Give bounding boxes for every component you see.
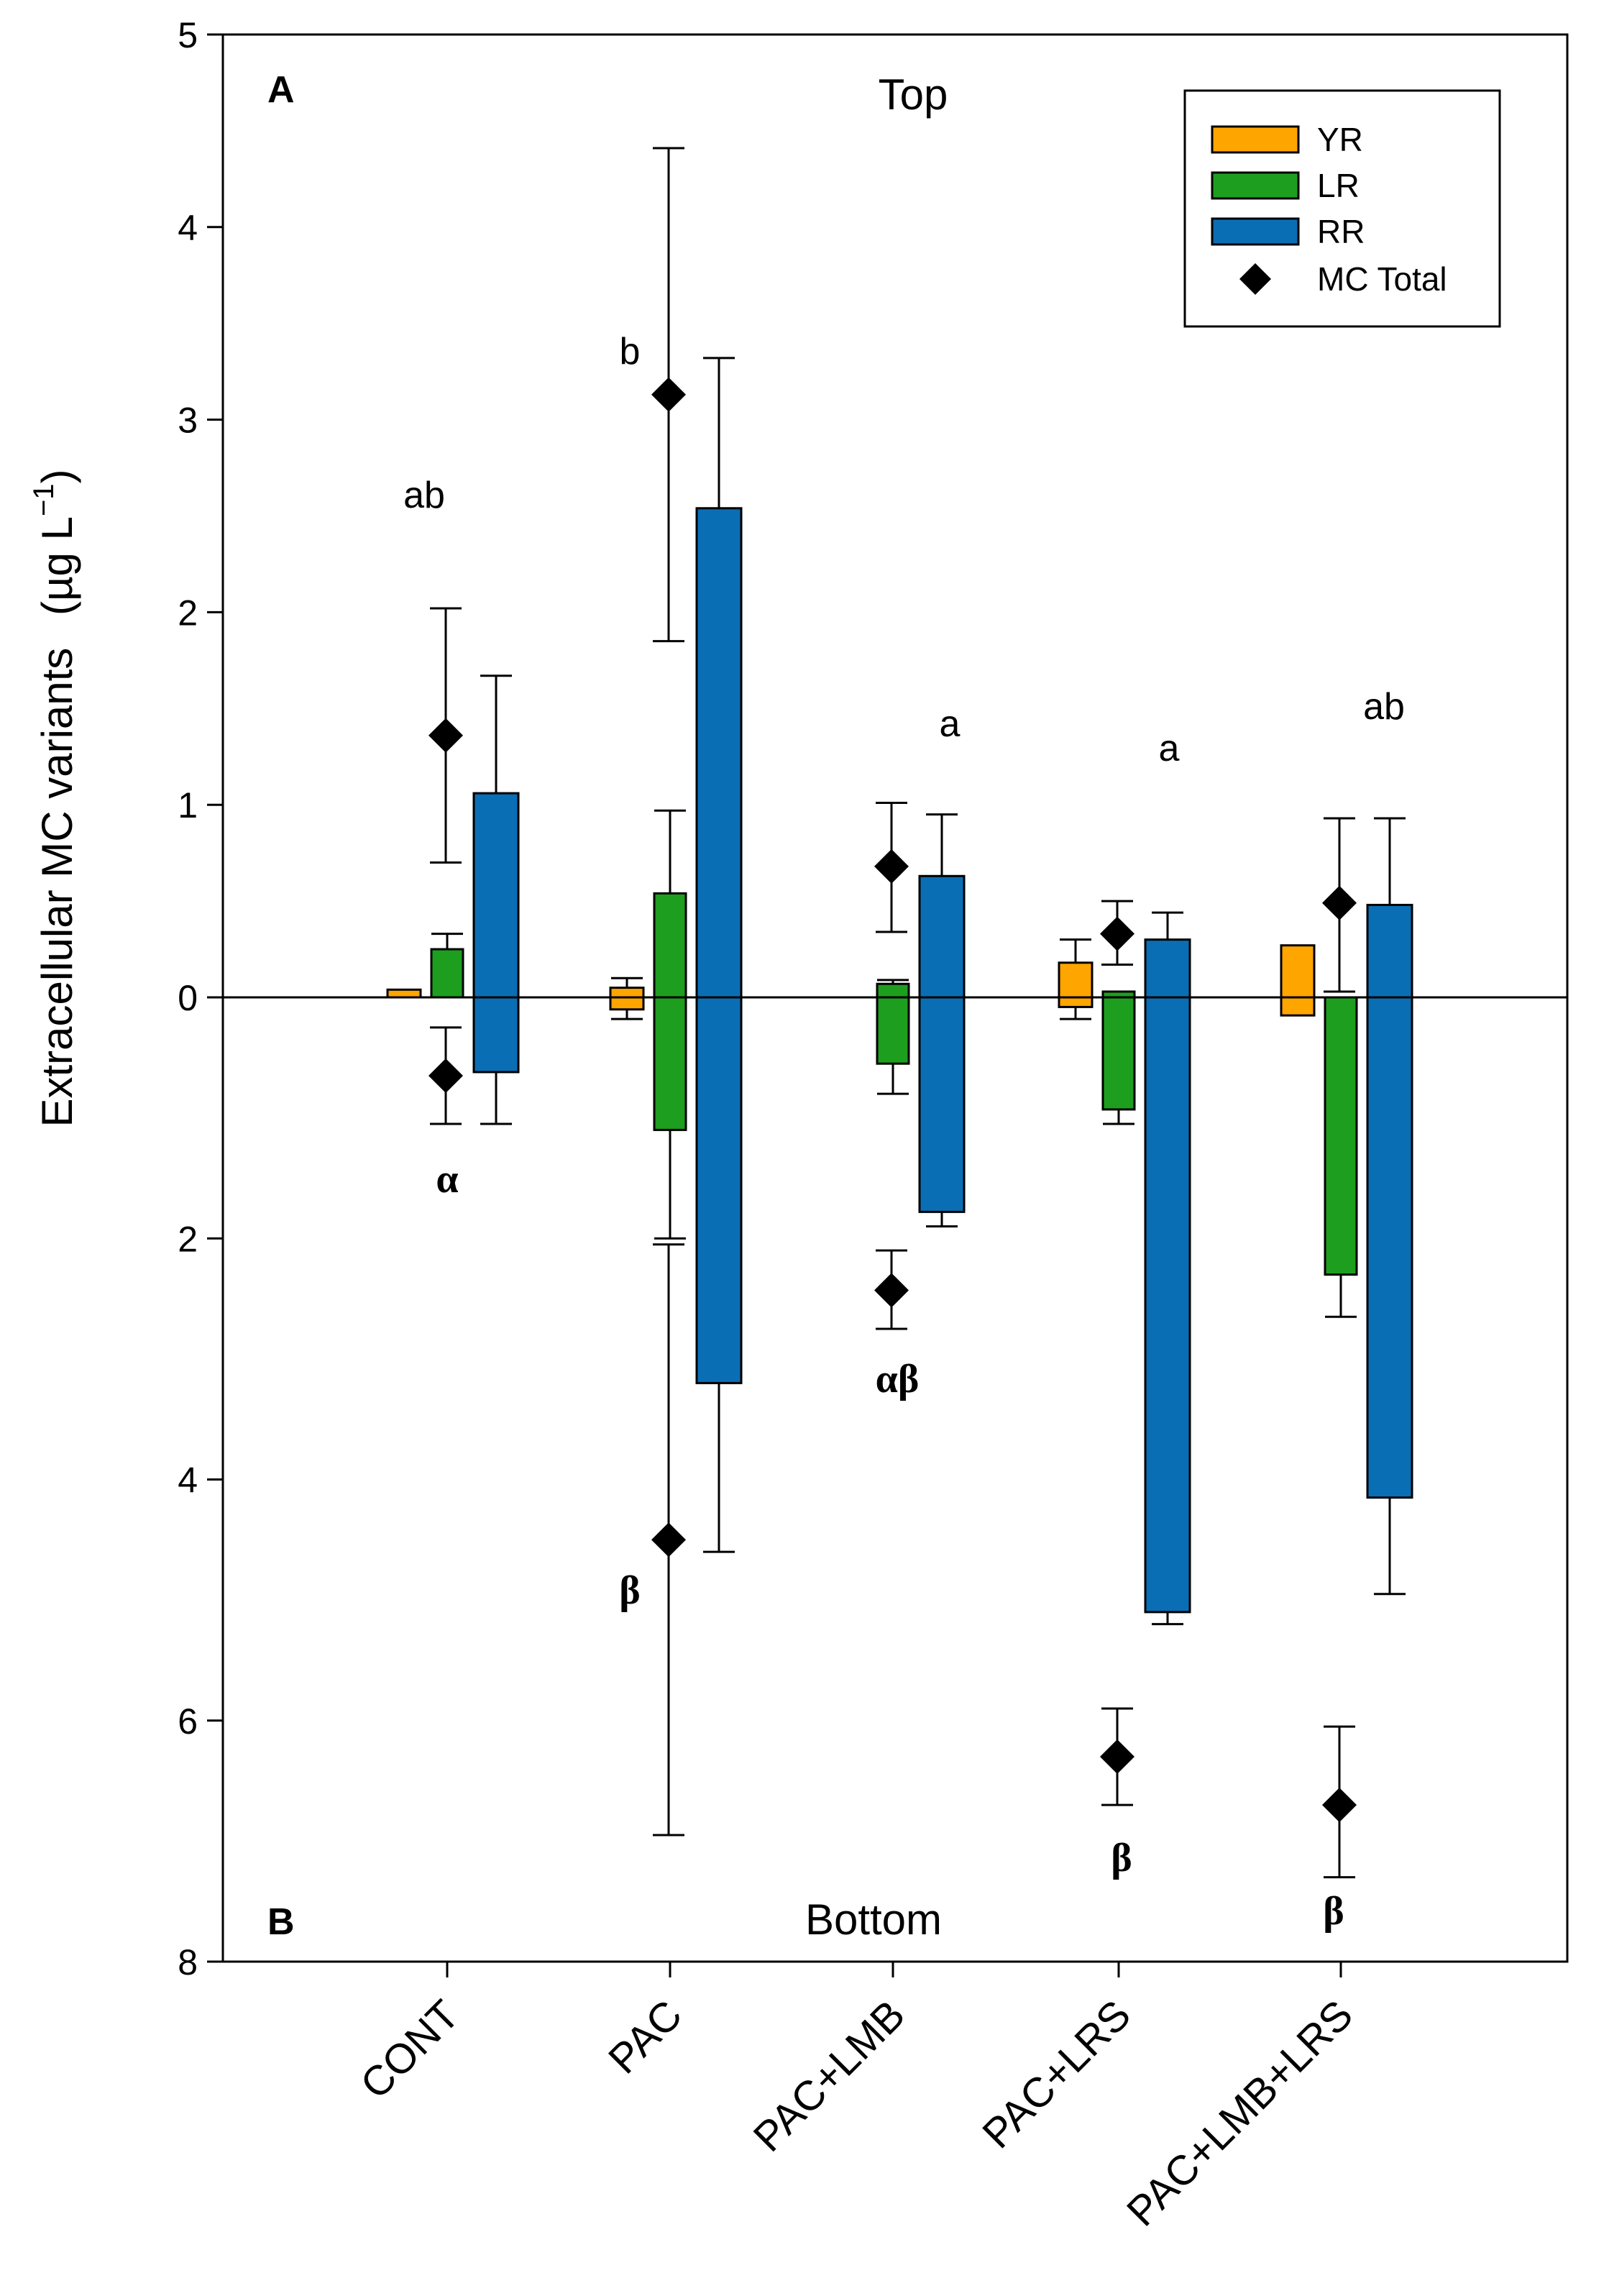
bar-bottom-lr [876, 996, 910, 1065]
panel-label-b: B [267, 1901, 295, 1943]
significance-letter-top: ab [1363, 686, 1405, 728]
bar-top-yr [386, 988, 422, 999]
significance-letter-bottom: β [619, 1568, 641, 1613]
legend-label-mc-total: MC Total [1317, 260, 1447, 298]
marker-bottom-mc-total [874, 1273, 909, 1308]
legend-label-rr: RR [1317, 213, 1365, 250]
significance-letter-bottom: α [436, 1157, 458, 1202]
y-axis-label-text: Extracellular MC variants [33, 648, 81, 1128]
legend-label-yr: YR [1317, 121, 1363, 158]
marker-top-mc-total [651, 377, 686, 412]
x-tick-label: PAC+LMB+LRS [1118, 1991, 1362, 2235]
y-tick-label-top: 0 [178, 978, 198, 1018]
bar-top-lr [876, 982, 910, 999]
x-tick-label: PAC+LMB [745, 1991, 914, 2161]
x-tick-label: PAC [600, 1991, 691, 2082]
bar-bottom-yr [1058, 996, 1094, 1008]
bar-top-rr [695, 507, 743, 999]
marker-bottom-mc-total [428, 1058, 463, 1093]
bar-bottom-rr [918, 996, 966, 1213]
bar-top-yr [1280, 944, 1316, 999]
legend-swatch-yr [1211, 125, 1300, 154]
bar-top-yr [609, 987, 645, 999]
bar-bottom-rr [472, 996, 520, 1074]
marker-top-mc-total [1322, 885, 1357, 920]
panel-title-top: Top [879, 70, 948, 119]
y-axis-unit-exponent: −1 [28, 483, 60, 516]
svg-text:Extracellular MC variants: Extracellular MC variants (µg L−1) [28, 469, 81, 1127]
bar-top-lr [653, 892, 687, 999]
bar-bottom-lr [1324, 996, 1358, 1276]
y-tick-label-bottom: 8 [178, 1942, 198, 1982]
legend-swatch-rr [1211, 217, 1300, 246]
bar-top-rr [472, 792, 520, 999]
legend-label-lr: LR [1317, 167, 1360, 204]
significance-letter-bottom: αβ [876, 1357, 920, 1401]
y-tick-label-bottom: 4 [178, 1460, 198, 1501]
bar-top-yr [1058, 961, 1094, 999]
x-tick-label: CONT [352, 1991, 468, 2108]
bar-bottom-lr [653, 996, 687, 1131]
bar-bottom-lr [1101, 996, 1136, 1111]
bar-bottom-yr [1280, 996, 1316, 1017]
marker-bottom-mc-total [1322, 1788, 1357, 1823]
bar-bottom-rr [1144, 996, 1191, 1614]
significance-letter-bottom: β [1111, 1836, 1132, 1880]
y-tick-label-top: 3 [178, 401, 198, 441]
y-axis-label: Extracellular MC variants (µg L−1) [28, 469, 81, 1127]
bar-bottom-yr [609, 996, 645, 1011]
significance-letter-top: ab [403, 475, 445, 516]
bar-top-rr [1366, 903, 1413, 999]
y-tick-label-top: 5 [178, 15, 198, 55]
marker-bottom-mc-total [1100, 1739, 1134, 1775]
significance-letter-top: a [940, 703, 961, 745]
bar-top-rr [1144, 938, 1191, 999]
y-tick-label-bottom: 6 [178, 1701, 198, 1742]
y-tick-label-bottom: 2 [178, 1219, 198, 1259]
y-axis-unit-suffix: ) [33, 469, 81, 483]
significance-letter-bottom: β [1323, 1889, 1344, 1934]
marker-bottom-mc-total [651, 1522, 686, 1558]
significance-letter-top: a [1159, 728, 1180, 769]
y-tick-label-top: 1 [178, 785, 198, 825]
bar-top-lr [430, 948, 464, 999]
marker-top-mc-total [874, 849, 909, 884]
panel-title-bottom: Bottom [805, 1895, 942, 1944]
x-tick-label: PAC+LRS [973, 1991, 1140, 2157]
bar-bottom-rr [695, 996, 743, 1384]
bar-bottom-rr [1366, 996, 1413, 1499]
legend-swatch-lr [1211, 171, 1300, 200]
significance-letter-top: b [620, 331, 641, 372]
y-tick-label-top: 4 [178, 208, 198, 248]
bar-top-rr [918, 874, 966, 999]
marker-top-mc-total [1100, 916, 1134, 951]
y-axis-unit-prefix: (µg L [33, 516, 81, 616]
legend-marker-mc-total [1239, 263, 1271, 295]
panel-label-a: A [267, 69, 295, 111]
y-tick-label-top: 2 [178, 593, 198, 633]
marker-top-mc-total [428, 718, 463, 753]
